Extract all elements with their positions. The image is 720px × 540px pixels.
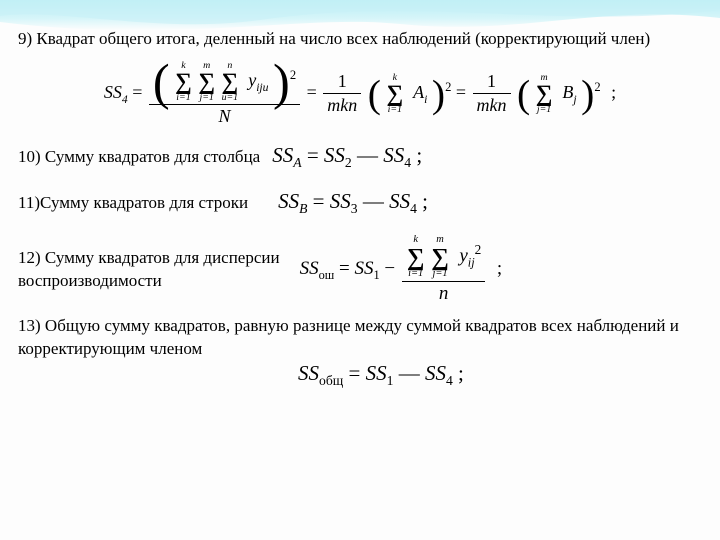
item-11-formula: SSB = SS3 — SS4 ;: [278, 189, 428, 217]
item-13: 13) Общую сумму квадратов, равную разниц…: [18, 315, 702, 389]
item-11-label: 11)Сумму квадратов для строки: [18, 192, 248, 215]
item-13-formula: SSобщ = SS1 — SS4 ;: [298, 361, 464, 385]
item-10-formula: SSA = SS2 — SS4 ;: [272, 143, 422, 171]
item-9-label: 9) Квадрат общего итога, деленный на чис…: [18, 28, 702, 51]
item-12-label-line2: воспроизводимости: [18, 270, 280, 293]
item-13-label: 13) Общую сумму квадратов, равную разниц…: [18, 315, 702, 361]
item-12: 12) Сумму квадратов для дисперсии воспро…: [18, 235, 702, 304]
item-9-formula: SS4 = ( k∑i=1 m∑j=1 n∑u=1 yiju )2 N = 1m…: [18, 61, 702, 127]
item-9: 9) Квадрат общего итога, деленный на чис…: [18, 28, 702, 127]
item-10: 10) Сумму квадратов для столбца SSA = SS…: [18, 143, 702, 171]
item-12-formula: SSош = SS1 − k∑i=1 m∑j=1 yij2 n ;: [300, 235, 503, 304]
item-12-label-line1: 12) Сумму квадратов для дисперсии: [18, 247, 280, 270]
item-10-label: 10) Сумму квадратов для столбца: [18, 146, 260, 169]
item-11: 11)Сумму квадратов для строки SSB = SS3 …: [18, 189, 702, 217]
